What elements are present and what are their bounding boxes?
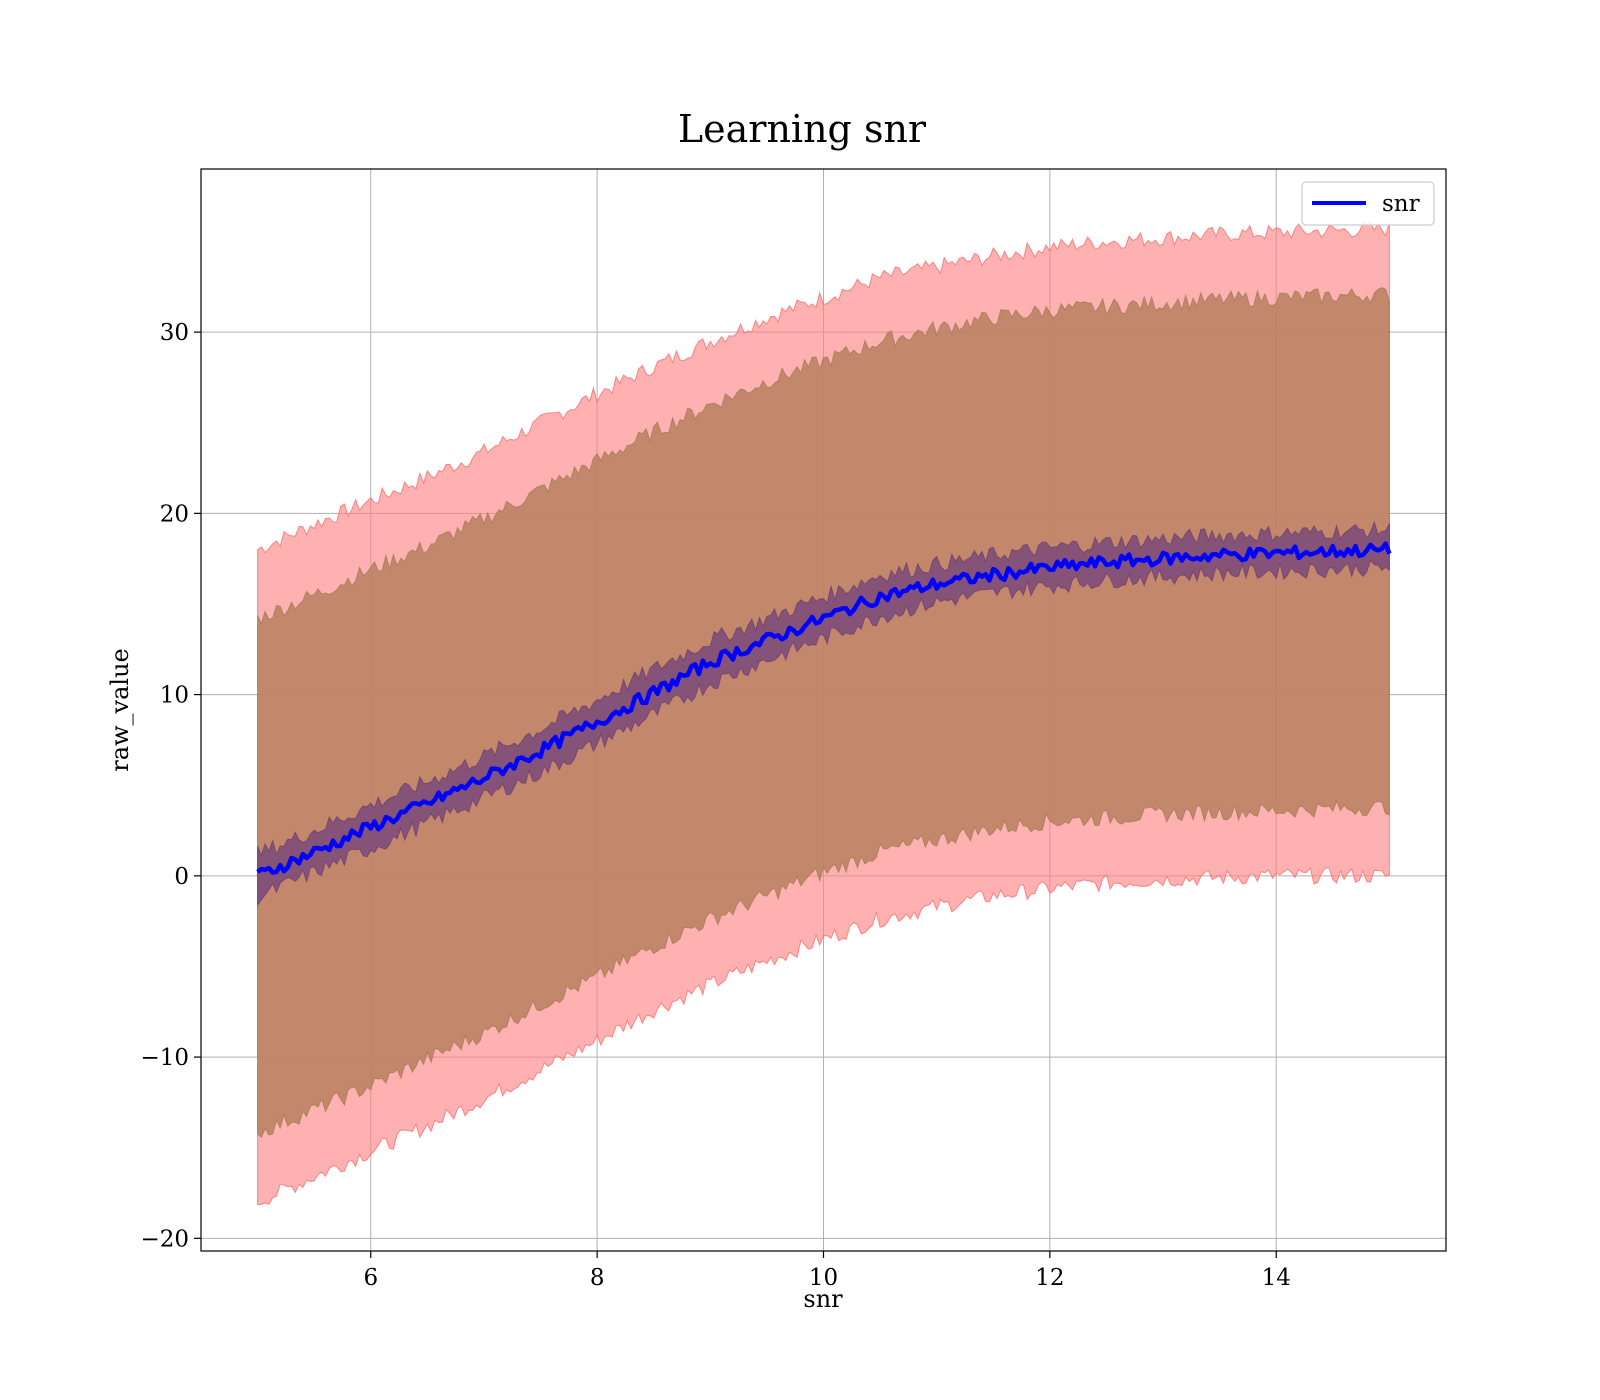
y-tick-label: 0 — [174, 864, 189, 890]
x-tick-label: 10 — [809, 1265, 838, 1291]
y-axis-label: raw_value — [106, 648, 134, 772]
legend-label: snr — [1382, 191, 1420, 217]
confidence-bands — [257, 221, 1390, 1206]
middle-band — [257, 287, 1390, 1139]
x-axis: 6 8 10 12 14 — [363, 1251, 1291, 1291]
series-lines — [256, 541, 1392, 875]
y-tick-label: 10 — [160, 683, 189, 709]
x-tick-label: 12 — [1035, 1265, 1064, 1291]
inner-band — [257, 520, 1390, 907]
y-tick-label: 30 — [160, 320, 189, 346]
y-tick-label: 20 — [160, 501, 189, 527]
y-tick-label: −10 — [140, 1045, 189, 1071]
legend: snr — [1301, 181, 1435, 226]
legend-box — [1301, 181, 1435, 226]
chart-title: Learning snr — [678, 107, 927, 151]
series-line-snr — [256, 541, 1392, 875]
y-tick-label: −20 — [140, 1226, 189, 1252]
x-tick-label: 8 — [590, 1265, 605, 1291]
x-tick-label: 6 — [363, 1265, 378, 1291]
x-tick-label: 14 — [1262, 1265, 1291, 1291]
x-axis-label: snr — [803, 1285, 843, 1313]
y-axis: −20 −10 0 10 20 30 — [140, 320, 201, 1252]
